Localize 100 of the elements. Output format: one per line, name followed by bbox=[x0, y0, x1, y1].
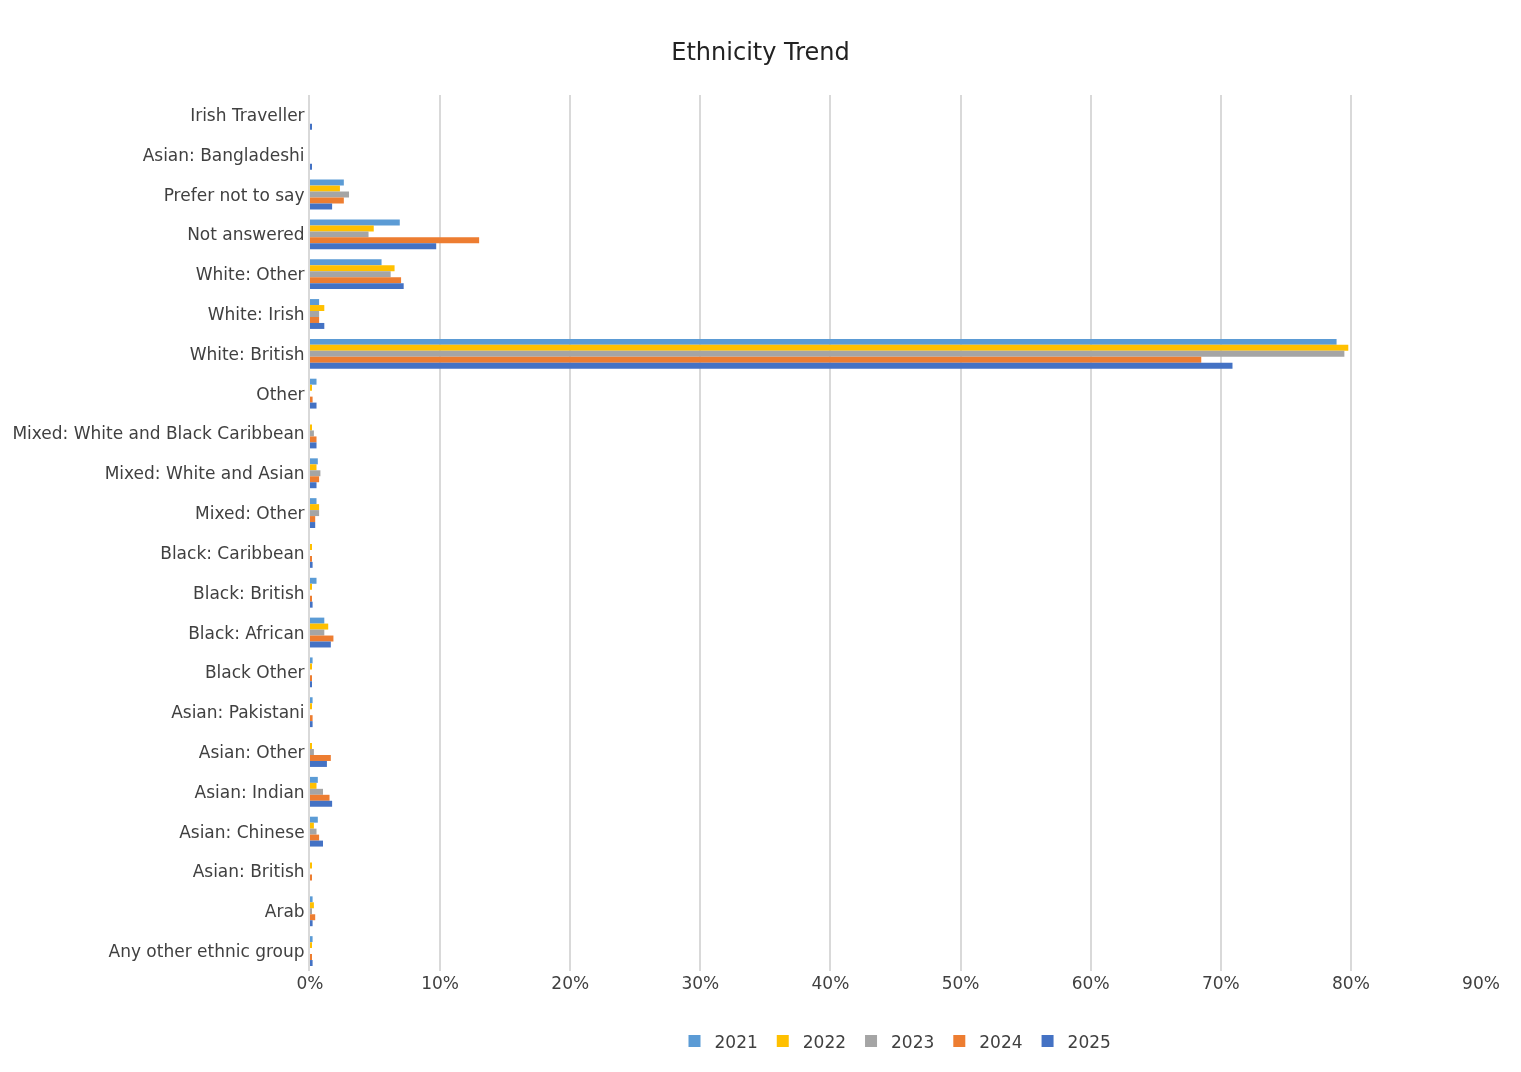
y-tick-label: Asian: British bbox=[192, 861, 305, 882]
bar bbox=[310, 516, 316, 523]
bar bbox=[310, 197, 344, 204]
bar bbox=[310, 322, 325, 329]
y-tick-label: Not answered bbox=[187, 224, 305, 245]
y-tick-label: White: British bbox=[189, 343, 305, 364]
legend-label: 2024 bbox=[979, 1031, 1023, 1052]
bar bbox=[310, 522, 316, 529]
bar bbox=[310, 350, 1345, 357]
bar bbox=[310, 225, 374, 232]
bar bbox=[310, 316, 320, 323]
bar bbox=[310, 430, 314, 437]
bar bbox=[310, 231, 369, 238]
bar bbox=[310, 436, 317, 443]
bar bbox=[310, 635, 334, 642]
x-tick-label: 10% bbox=[421, 973, 460, 993]
bar bbox=[310, 822, 314, 829]
legend-label: 2021 bbox=[714, 1031, 758, 1052]
bar bbox=[310, 504, 320, 511]
bar bbox=[310, 788, 324, 795]
bar bbox=[310, 697, 313, 704]
y-tick-label: White: Other bbox=[195, 264, 305, 285]
y-tick-label: Irish Traveller bbox=[190, 104, 305, 125]
bar bbox=[310, 464, 317, 471]
bar bbox=[310, 902, 314, 909]
legend-label: 2023 bbox=[891, 1031, 935, 1052]
x-tick-label: 20% bbox=[551, 973, 590, 993]
bar bbox=[310, 283, 404, 290]
bar bbox=[310, 470, 321, 477]
bar bbox=[310, 219, 400, 226]
legend-label: 2025 bbox=[1067, 1031, 1111, 1052]
bar bbox=[310, 657, 313, 664]
bar bbox=[310, 510, 320, 517]
bar bbox=[310, 362, 1233, 369]
y-tick-label: Black: British bbox=[193, 582, 305, 603]
bar bbox=[310, 482, 317, 489]
bar bbox=[310, 311, 320, 317]
x-tick-label: 80% bbox=[1331, 973, 1370, 993]
bar bbox=[310, 299, 320, 306]
y-tick-label: Prefer not to say bbox=[163, 184, 305, 205]
bar bbox=[310, 396, 313, 403]
bar bbox=[310, 442, 317, 449]
bar bbox=[310, 378, 317, 385]
bar bbox=[310, 356, 1202, 363]
y-tick-label: Arab bbox=[264, 901, 305, 922]
bar bbox=[310, 754, 331, 761]
bar bbox=[310, 896, 313, 903]
y-tick-label: White: Irish bbox=[207, 303, 305, 324]
bar bbox=[310, 243, 437, 250]
bar bbox=[310, 277, 402, 284]
bar bbox=[310, 259, 382, 266]
y-tick-label: Black: Caribbean bbox=[160, 542, 305, 563]
x-tick-label: 60% bbox=[1071, 973, 1110, 993]
x-tick-label: 50% bbox=[941, 973, 980, 993]
bar bbox=[310, 498, 317, 505]
bar bbox=[310, 185, 340, 192]
bar bbox=[310, 601, 313, 608]
bar bbox=[310, 914, 316, 921]
y-tick-label: Asian: Other bbox=[198, 741, 305, 762]
y-tick-label: Mixed: White and Black Caribbean bbox=[12, 423, 305, 444]
chart-title: Ethnicity Trend bbox=[671, 37, 850, 66]
bar bbox=[310, 715, 313, 722]
y-tick-label: Black: African bbox=[188, 622, 305, 643]
bar bbox=[310, 402, 317, 409]
bar bbox=[310, 191, 350, 198]
bar bbox=[310, 629, 325, 636]
bar bbox=[310, 179, 344, 186]
y-tick-label: Other bbox=[256, 383, 305, 404]
y-tick-label: Mixed: Other bbox=[195, 503, 305, 524]
x-tick-label: 90% bbox=[1462, 973, 1500, 993]
bar bbox=[310, 834, 320, 841]
bar bbox=[310, 760, 327, 767]
y-tick-label: Asian: Chinese bbox=[179, 821, 305, 842]
bar bbox=[310, 782, 317, 789]
bar bbox=[310, 936, 313, 943]
bar bbox=[310, 828, 317, 835]
x-tick-label: 70% bbox=[1201, 973, 1240, 993]
bar bbox=[310, 305, 325, 312]
y-tick-label: Asian: Bangladeshi bbox=[142, 144, 305, 165]
bar bbox=[310, 561, 313, 568]
x-tick-label: 40% bbox=[811, 973, 850, 993]
y-tick-label: Any other ethnic group bbox=[108, 941, 305, 962]
bar bbox=[310, 800, 333, 807]
bar bbox=[310, 237, 480, 244]
bar bbox=[310, 920, 313, 927]
x-tick-label: 30% bbox=[681, 973, 720, 993]
bar bbox=[310, 577, 317, 584]
bar bbox=[310, 265, 395, 272]
bar bbox=[310, 476, 320, 483]
x-tick-label: 0% bbox=[296, 973, 324, 993]
bar bbox=[310, 344, 1349, 351]
bar bbox=[310, 721, 313, 728]
bar bbox=[310, 960, 313, 967]
bar bbox=[310, 794, 330, 801]
y-tick-label: Mixed: White and Asian bbox=[104, 463, 305, 484]
y-tick-label: Asian: Pakistani bbox=[171, 702, 305, 723]
bar bbox=[310, 458, 318, 465]
y-tick-label: Asian: Indian bbox=[194, 781, 305, 802]
bar bbox=[310, 271, 391, 278]
legend-label: 2022 bbox=[802, 1031, 847, 1052]
